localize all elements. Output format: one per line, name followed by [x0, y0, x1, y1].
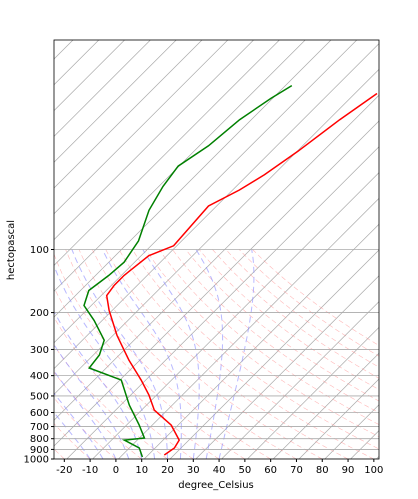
- isotherm: [54, 40, 254, 241]
- dry-adiabat: [54, 286, 220, 459]
- y-axis-label: hectopascal: [6, 220, 17, 280]
- y-tick-label: 600: [30, 408, 49, 419]
- x-tick-label: 60: [264, 465, 277, 476]
- moist-adiabat: [71, 249, 168, 459]
- isotherm: [54, 40, 229, 215]
- dry-adiabat: [92, 249, 323, 459]
- isotherm: [54, 40, 151, 137]
- dry-adiabat: [54, 316, 194, 459]
- dry-adiabat: [132, 249, 379, 450]
- moist-adiabat: [142, 249, 200, 459]
- moist-adiabat: [195, 249, 224, 459]
- y-tick-label: 100: [30, 245, 49, 256]
- dry-adiabat: [54, 253, 246, 459]
- dry-adiabat: [185, 249, 379, 402]
- y-tick-label: 1000: [24, 455, 49, 466]
- y-tick-label: 700: [30, 422, 49, 433]
- moist-adiabat: [54, 264, 156, 459]
- isotherm: [54, 40, 177, 163]
- y-tick-label: 500: [30, 391, 49, 402]
- x-tick-label: 70: [290, 465, 303, 476]
- x-tick-label: 0: [113, 465, 119, 476]
- x-tick-label: 50: [239, 465, 252, 476]
- isotherm: [298, 378, 379, 459]
- profile-line: [83, 84, 293, 458]
- x-tick-label: -10: [82, 465, 98, 476]
- dry-adiabat: [54, 371, 142, 459]
- isotherm: [54, 40, 125, 112]
- moist-adiabat: [101, 249, 182, 459]
- isotherm: [54, 40, 203, 189]
- dry-adiabat: [118, 249, 374, 459]
- y-tick-label: 900: [30, 445, 49, 456]
- y-tick-label: 400: [30, 371, 49, 382]
- x-tick-label: 10: [135, 465, 148, 476]
- moist-adiabat: [218, 249, 255, 459]
- x-tick-label: -20: [56, 465, 72, 476]
- isotherm: [272, 352, 379, 459]
- x-tick-label: 20: [161, 465, 174, 476]
- dry-adiabat: [54, 344, 168, 459]
- dry-adiabat: [105, 249, 349, 459]
- dry-adiabat: [145, 249, 379, 437]
- x-tick-label: 30: [187, 465, 200, 476]
- plot-area: [54, 40, 379, 459]
- moist-adiabat: [54, 370, 117, 459]
- moist-adiabat: [54, 310, 143, 459]
- dry-adiabat: [78, 249, 297, 459]
- x-axis-label: degree_Celsius: [178, 480, 254, 491]
- x-tick-label: 80: [316, 465, 329, 476]
- x-tick-label: 40: [213, 465, 226, 476]
- y-tick-label: 800: [30, 434, 49, 445]
- isotherm: [221, 301, 379, 459]
- dry-adiabat: [172, 249, 379, 414]
- x-tick-label: 100: [364, 465, 383, 476]
- moist-adiabat: [54, 343, 130, 459]
- isotherm: [247, 326, 379, 459]
- y-tick-label: 200: [30, 308, 49, 319]
- isotherm: [169, 249, 379, 459]
- x-tick-label: 90: [342, 465, 355, 476]
- profile-line: [105, 92, 378, 456]
- y-tick-label: 300: [30, 345, 49, 356]
- isotherm: [195, 275, 379, 459]
- dry-adiabat: [158, 249, 379, 425]
